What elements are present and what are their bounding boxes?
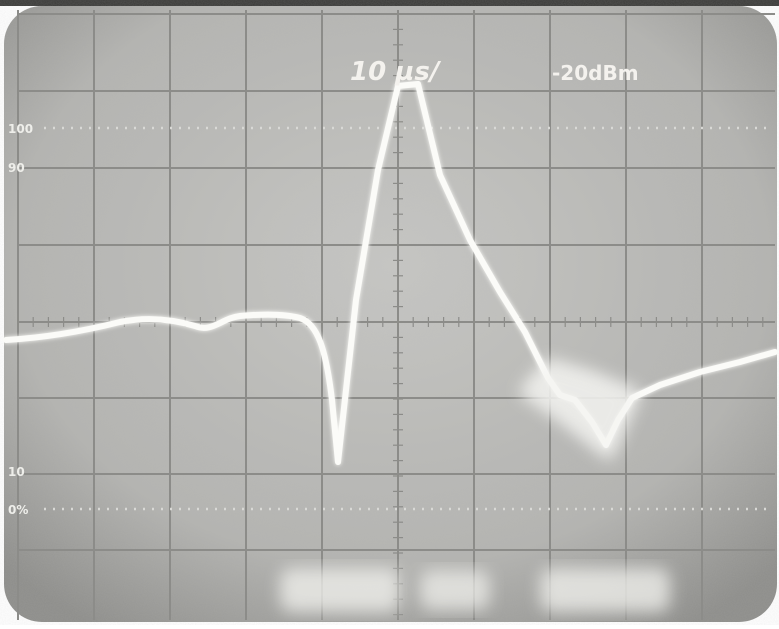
level-readout: -20dBm <box>552 61 639 85</box>
bezel-top-edge <box>0 0 779 6</box>
marker-10-label: 10 <box>8 465 25 479</box>
marker-90-label: 90 <box>8 161 25 175</box>
screen-grain <box>4 6 777 622</box>
graticule <box>17 10 775 620</box>
marker-0-label: 0% <box>8 503 28 517</box>
waveform-trace <box>3 81 778 465</box>
sweep-readout: 10 µs/ <box>350 57 442 87</box>
bottom-glare-right <box>540 568 670 612</box>
bottom-glare-mid <box>420 570 490 610</box>
bottom-glare-left <box>280 568 400 612</box>
marker-100-label: 100 <box>8 122 33 136</box>
graticule-minor-ticks <box>17 13 764 616</box>
